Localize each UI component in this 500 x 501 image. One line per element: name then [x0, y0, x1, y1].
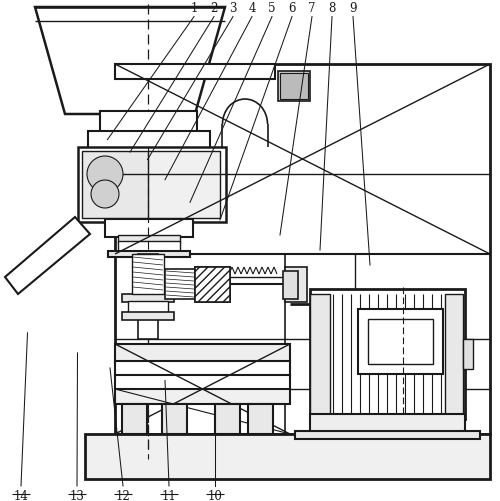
Bar	[368, 319, 433, 364]
Bar	[122, 404, 147, 434]
Bar	[283, 272, 298, 300]
Text: 14: 14	[14, 489, 28, 501]
Text: 11: 11	[162, 489, 176, 501]
Bar	[122, 295, 174, 303]
Bar	[463, 339, 473, 369]
Text: 2: 2	[210, 2, 218, 15]
Bar	[88, 132, 210, 150]
Bar	[278, 72, 310, 102]
Text: 4: 4	[248, 2, 256, 15]
Text: 1: 1	[190, 2, 198, 15]
Text: 3: 3	[229, 2, 237, 15]
Bar	[115, 65, 490, 434]
Text: 13: 13	[70, 489, 84, 501]
Bar	[310, 290, 465, 419]
Bar	[162, 404, 187, 434]
Bar	[248, 404, 273, 434]
Bar	[115, 375, 290, 390]
Bar	[128, 302, 168, 313]
Bar	[358, 310, 443, 374]
Bar	[195, 268, 230, 303]
Bar	[310, 414, 465, 432]
Text: 8: 8	[328, 2, 336, 15]
Bar	[78, 148, 226, 222]
Text: 5: 5	[268, 2, 276, 15]
Bar	[138, 255, 158, 339]
Bar	[122, 313, 174, 320]
Bar	[285, 268, 307, 303]
Bar	[310, 295, 330, 414]
Bar	[132, 255, 164, 295]
Polygon shape	[5, 217, 90, 295]
Bar	[105, 219, 193, 237]
Text: 10: 10	[208, 489, 222, 501]
Bar	[82, 152, 150, 218]
Bar	[115, 65, 275, 80]
Text: 12: 12	[116, 489, 130, 501]
Bar	[115, 389, 290, 404]
Bar	[165, 270, 195, 300]
Bar	[215, 404, 240, 434]
Circle shape	[91, 181, 119, 208]
Bar	[445, 295, 463, 414]
Text: 6: 6	[288, 2, 296, 15]
Bar	[118, 235, 180, 243]
Circle shape	[87, 157, 123, 192]
Text: 7: 7	[308, 2, 316, 15]
Bar	[100, 112, 197, 134]
Bar	[148, 152, 220, 218]
Bar	[115, 361, 290, 376]
Bar	[85, 434, 490, 479]
Bar	[115, 344, 290, 362]
Text: 9: 9	[349, 2, 357, 15]
Bar	[280, 74, 308, 100]
Bar	[118, 241, 180, 254]
Bar	[195, 268, 230, 303]
Bar	[108, 252, 190, 258]
Bar	[295, 431, 480, 439]
Polygon shape	[35, 8, 225, 115]
